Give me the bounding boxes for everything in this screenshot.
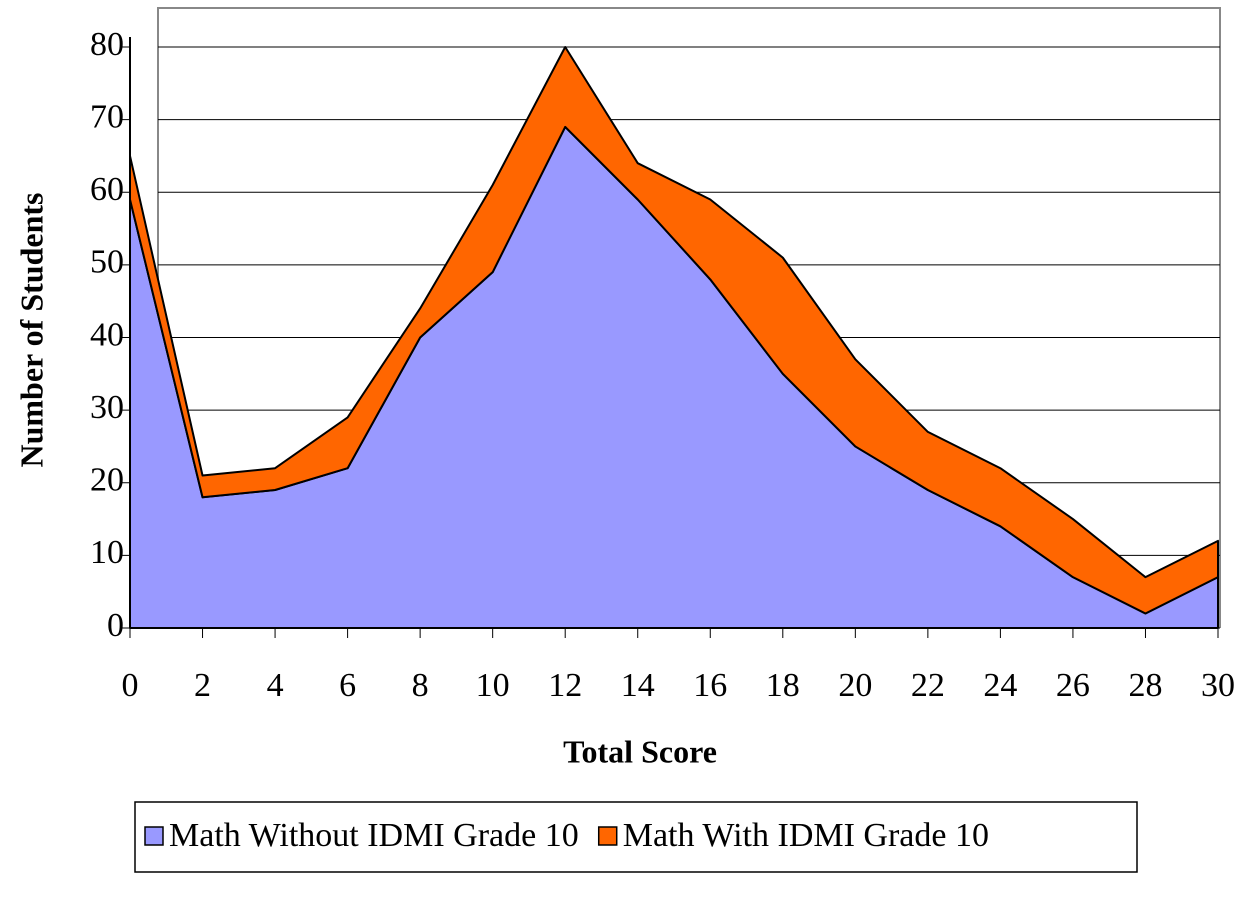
x-tick-label: 30 bbox=[1201, 667, 1235, 704]
x-tick-label: 28 bbox=[1128, 667, 1162, 704]
x-tick-label: 10 bbox=[476, 667, 510, 704]
legend-swatch bbox=[144, 826, 164, 846]
y-tick-label: 50 bbox=[90, 244, 124, 281]
x-tick-label: 14 bbox=[621, 667, 655, 704]
x-tick-label: 12 bbox=[548, 667, 582, 704]
x-tick-label: 24 bbox=[983, 667, 1017, 704]
x-tick-label: 2 bbox=[194, 667, 211, 704]
y-axis-title: Number of Students bbox=[13, 193, 49, 468]
x-tick-label: 26 bbox=[1056, 667, 1090, 704]
x-tick-label: 0 bbox=[122, 667, 139, 704]
legend-label: Math Without IDMI Grade 10 bbox=[169, 817, 579, 854]
x-tick-label: 4 bbox=[267, 667, 284, 704]
x-tick-label: 16 bbox=[693, 667, 727, 704]
y-tick-label: 60 bbox=[90, 171, 124, 208]
legend-label: Math With IDMI Grade 10 bbox=[623, 817, 989, 854]
y-tick-label: 40 bbox=[90, 316, 124, 353]
legend-box bbox=[134, 801, 1138, 873]
x-tick-label: 20 bbox=[838, 667, 872, 704]
area bbox=[129, 46, 1219, 615]
y-tick-label: 0 bbox=[107, 607, 124, 644]
y-tick-label: 10 bbox=[90, 534, 124, 571]
y-tick-label: 80 bbox=[90, 26, 124, 63]
y-tick-label: 70 bbox=[90, 98, 124, 135]
x-axis-title: Total Score bbox=[563, 733, 717, 769]
x-tick-label: 8 bbox=[412, 667, 429, 704]
x-tick-label: 18 bbox=[766, 667, 800, 704]
y-tick-label: 30 bbox=[90, 389, 124, 426]
legend-swatch bbox=[597, 826, 618, 846]
x-tick-label: 22 bbox=[911, 667, 945, 704]
y-tick-label: 20 bbox=[90, 462, 124, 499]
x-tick-label: 6 bbox=[339, 667, 356, 704]
